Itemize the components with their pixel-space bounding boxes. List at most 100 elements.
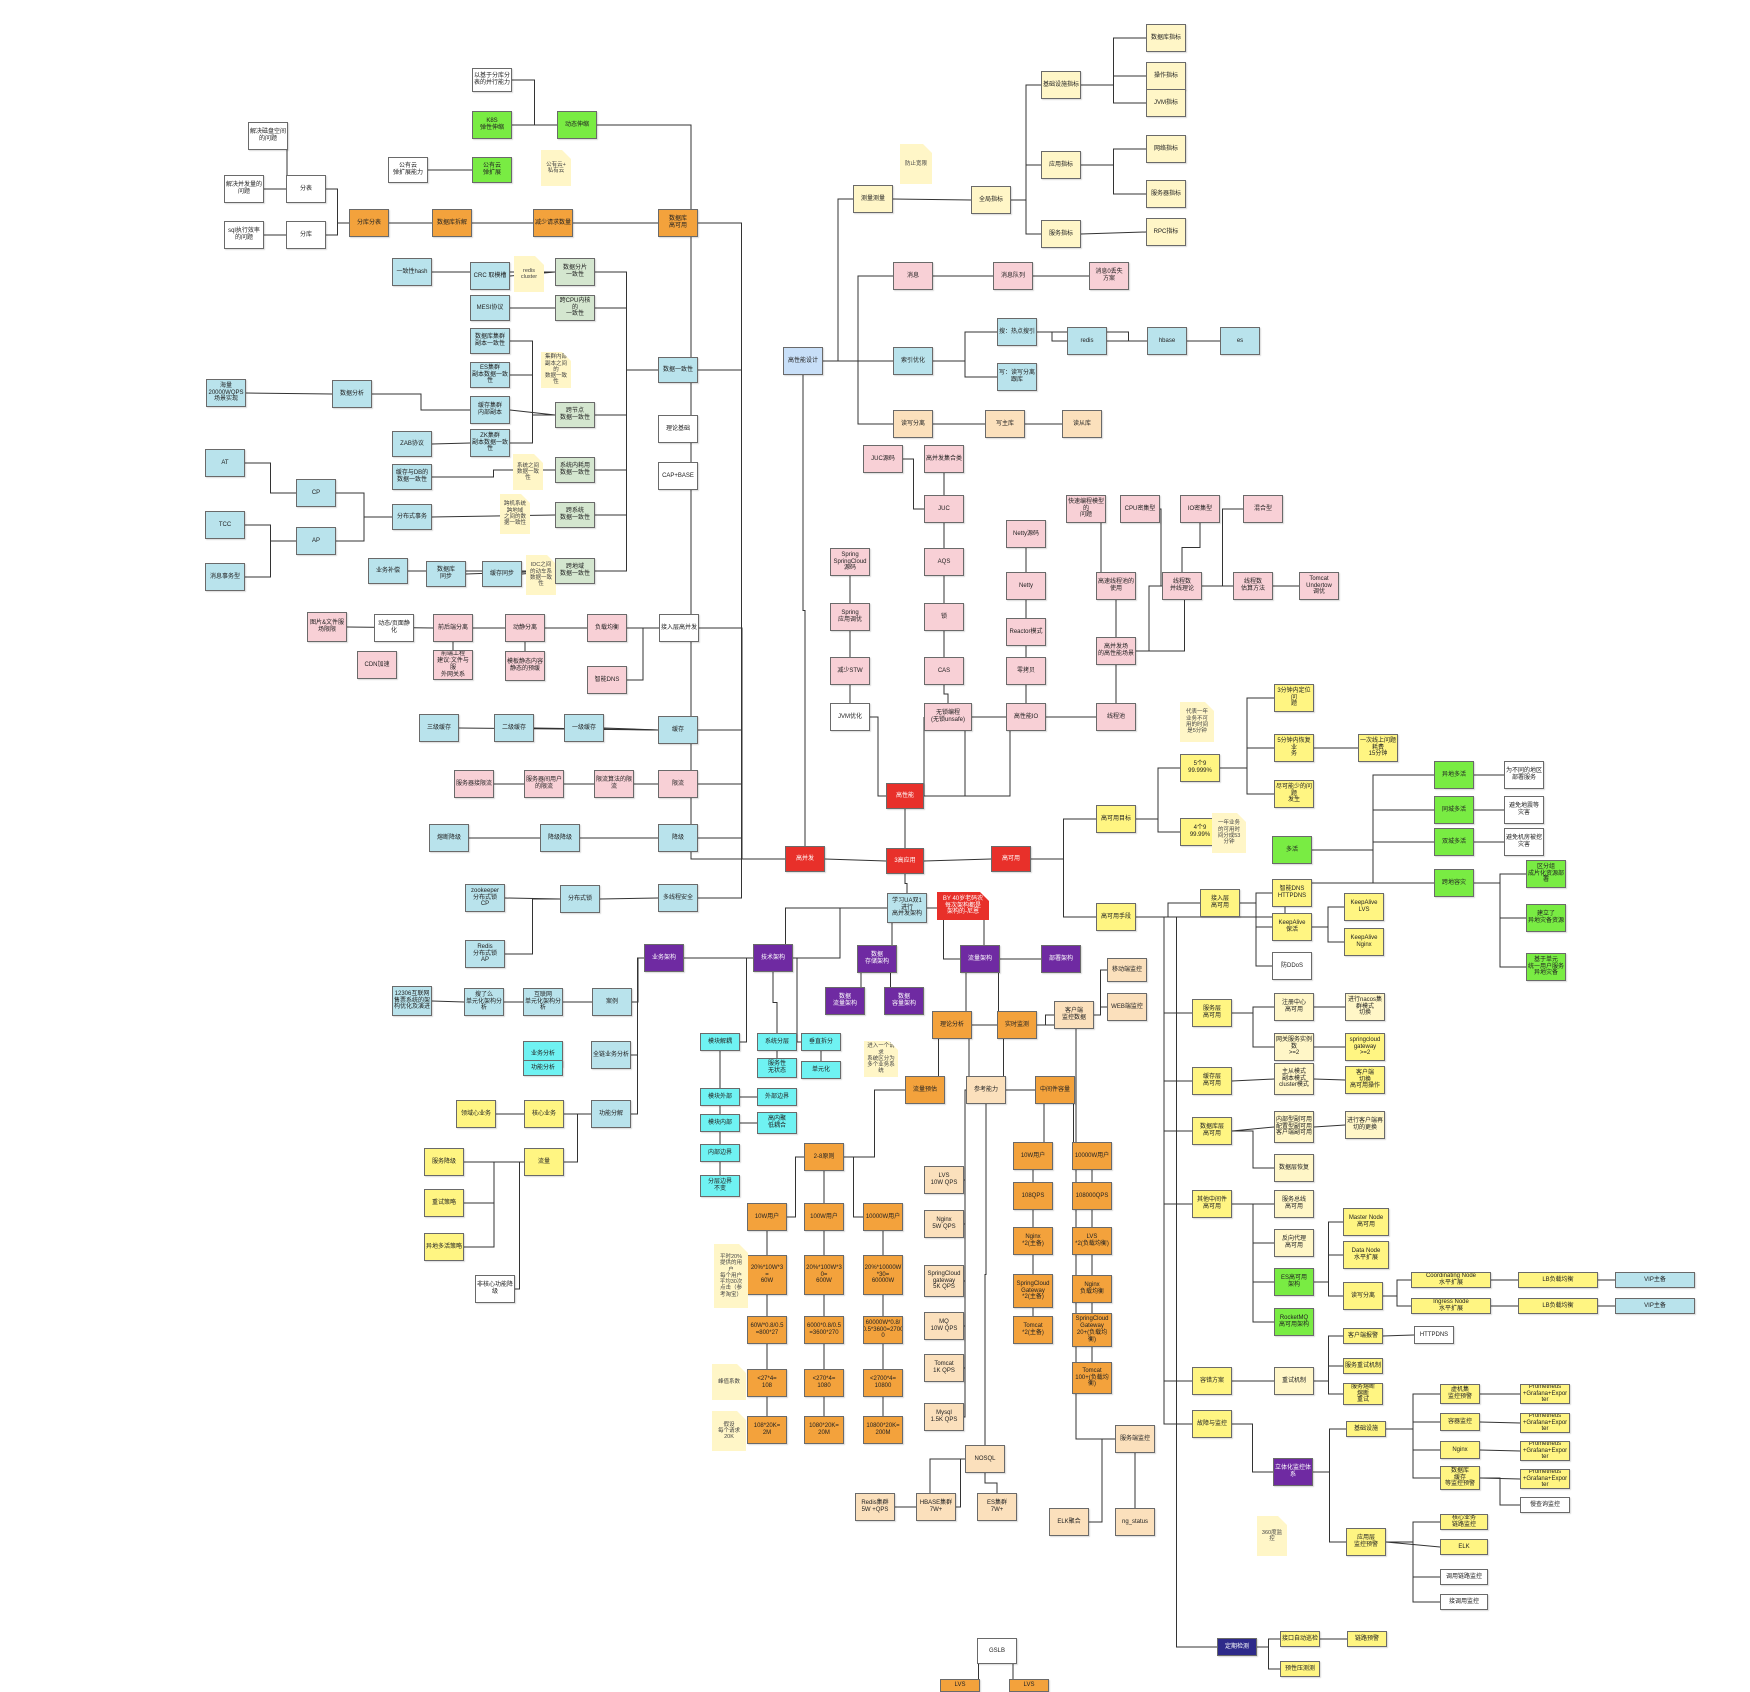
node-n-rpc[interactable]: RPC指标 [1146,218,1186,246]
node-n-data[interactable]: Data Node 水平扩展 [1343,1241,1389,1269]
node-n-redis[interactable]: redis [1067,327,1107,355]
node-n-mod9[interactable]: 高内聚 低耦合 [757,1112,797,1134]
node-n-httpdns[interactable]: 智能DNS HTTPDNS [1272,879,1312,907]
node-n-nosql[interactable]: NOSQL [965,1445,1005,1473]
node-n-svcmon[interactable]: 服务指标 [1041,220,1081,248]
node-n-domain[interactable]: 功能分解 [591,1100,631,1128]
node-n-dyn-static[interactable]: 动态/页面静 化 [374,614,414,642]
node-n-esrep[interactable]: ES集群 副本数据一致 性 [470,362,510,388]
node-n-ali[interactable]: 互联网 单元化架构分 析 [523,988,563,1016]
node-n-netm[interactable]: 网络指标 [1146,135,1186,163]
node-n-chaos[interactable]: 接口自动巡检 [1280,1631,1320,1647]
node-n-dbm[interactable]: 数据库指标 [1146,24,1186,52]
node-n-reactor[interactable]: Reactor模式 [1006,618,1046,646]
node-note-cross[interactable]: 跨机系统 跨地域 之间的数 据一致性 [500,494,530,534]
node-n-reduce2[interactable]: 高并发场 的高性能场景 [1096,637,1136,665]
node-n-l1[interactable]: 一级缓存 [564,714,604,742]
node-n-s1x[interactable]: 60W*0.8/0.5 =800*27 [747,1316,787,1344]
node-n-flow3[interactable]: 客户端 监控数据 [1054,1001,1094,1029]
node-n-cacherep[interactable]: 缓存集群 内部副本 [470,396,510,424]
node-n-aqs[interactable]: AQS [924,548,964,576]
node-n-distx[interactable]: 分布式事务 [392,504,432,530]
node-n-spring[interactable]: Spring SpringCloud 源码 [830,548,870,576]
node-n-pm3[interactable]: Nginx [1440,1441,1480,1459]
node-n-opts3[interactable]: 异地多活策略 [424,1233,464,1261]
node-n-cmode[interactable]: 主从模式 副本模式 cluster模式 [1274,1063,1314,1095]
node-n-entry[interactable]: 接入层 高可用 [1200,889,1240,917]
node-n-elk2[interactable]: ELK [1440,1539,1488,1555]
node-note-r4[interactable]: 一年业务 的可用时 间分成53 分钟 [1212,813,1246,853]
node-n-limit[interactable]: 限流 [658,770,698,798]
node-n-flowarch[interactable]: 流量架构 [960,945,1000,973]
node-n-jvm2[interactable]: JVM优化 [830,703,870,731]
node-n-jingtai[interactable]: 前后端分离 [433,614,473,642]
node-n-k8b[interactable]: 避免地震等 灾害 [1504,796,1544,824]
node-n-rq[interactable]: Redis集群 5W +QPS [855,1493,895,1521]
node-n-dbr[interactable]: 数据层恢复 [1274,1154,1314,1182]
node-n-flow[interactable]: 流量 [524,1148,564,1176]
node-n-algo[interactable]: 限流算法的限流 [594,770,634,798]
node-n-q1[interactable]: 20%*10W*3 = 60W [747,1255,787,1295]
node-n-basemon[interactable]: 基础设施指标 [1041,71,1081,99]
node-note-clus[interactable]: 集群内部 副本之间的 数据一致性 [541,352,571,388]
node-n-retry[interactable]: 重试机制 [1274,1367,1314,1395]
node-n-p3[interactable]: Prometheus +Grafana+Expor ter [1520,1441,1570,1461]
node-n-ld2[interactable]: 建立了 异地灾备资源 [1526,904,1566,932]
node-n-wh[interactable]: 同城多活 [1434,796,1474,824]
node-n-tcc[interactable]: TCC [205,511,245,539]
node-n-dos[interactable]: 防DDoS [1272,952,1312,980]
node-n-est[interactable]: 流量预估 [905,1076,945,1104]
node-n-zab[interactable]: ZAB协议 [392,431,432,457]
node-n-lvsq[interactable]: LVS 10W QPS [924,1166,964,1194]
node-n-elk[interactable]: ELK聚合 [1049,1508,1089,1536]
node-n-nio[interactable]: 高性能IO [1006,703,1046,731]
node-n-tpmodel[interactable]: 线程数 并线理论 [1162,572,1202,600]
node-n-dbfo2[interactable]: 进行客户端再 切的更换 [1345,1111,1385,1139]
node-n-mesi[interactable]: MESI协议 [470,295,510,321]
node-n-coremod[interactable]: 领域心业务 [456,1100,496,1128]
node-n-es[interactable]: es [1220,327,1260,355]
node-n-happen[interactable]: 尽可能少的问 题 发生 [1274,780,1314,808]
node-n-rec2[interactable]: 服务重试机制 [1343,1358,1383,1374]
node-n-ld3[interactable]: 基于单元 统一用户服务 异地灾备 [1526,953,1566,981]
node-n-f3[interactable]: <2700*4= 10800 [863,1369,903,1397]
node-n-s2x[interactable]: 6000*0.8/0.5 =3600*270 [804,1316,844,1344]
node-n-zkcp[interactable]: zookeeper 分布式锁 CP [465,884,505,912]
node-n-flow5[interactable]: WEB端监控 [1107,993,1147,1021]
node-n-hbase[interactable]: hbase [1147,327,1187,355]
node-n-mod4[interactable]: 服务性 无状态 [757,1058,797,1078]
node-n-fwc[interactable]: 数据分片 一致性 [555,258,595,286]
node-n-mod2[interactable]: 系统分层 [757,1033,797,1051]
node-n-reduce[interactable]: 减少请求数量 [533,209,573,237]
node-n-scg[interactable]: SpringCloud gateway 5K QPS [924,1265,964,1297]
node-n-tomcat[interactable]: Tomcat Undertow 调优 [1299,572,1339,600]
node-n-pm4[interactable]: 数据库 缓存 等监控预警 [1440,1466,1480,1490]
node-n-rmq[interactable]: RocketMQ 高可用架构 [1274,1308,1314,1336]
node-n-es1[interactable]: 搜：热点搜引 [997,318,1037,346]
node-high-perf[interactable]: 高性能 [886,783,924,809]
node-n-svcmw[interactable]: 服务总线 高可用 [1274,1190,1314,1218]
node-n-rec[interactable]: 客户端报警 [1343,1328,1383,1344]
node-n-db-ha[interactable]: 数据库层 高可用 [1192,1117,1232,1145]
node-n-cdn[interactable]: CDN加速 [357,651,397,679]
node-n-m2[interactable]: 10000W用户 [1072,1142,1112,1170]
node-n-mysql[interactable]: 写：读写分离 跟库 [997,363,1037,391]
node-n-juc[interactable]: JUC源码 [863,445,903,473]
node-n-cache[interactable]: 缓存 [658,716,698,744]
node-arch-design[interactable]: 高性能设计 [783,347,823,375]
node-n-crossnode[interactable]: 跨节点 数据一致性 [555,402,595,428]
node-n-flow4[interactable]: 移动端监控 [1107,958,1147,982]
node-n-funcsplit[interactable]: 功能分析 [523,1060,563,1076]
node-n-bizmap[interactable]: 全链业务分析 [591,1041,631,1069]
node-n-reg[interactable]: 注册中心 高可用 [1274,993,1314,1021]
node-n-k8c[interactable]: 避免机房被挖 灾害 [1504,828,1544,856]
node-note-peak[interactable]: 峰值系数 [712,1364,746,1400]
node-n-ap[interactable]: AP [296,527,336,555]
node-n-dns[interactable]: 智能DNS [587,666,627,694]
node-n-c2[interactable]: 客户端 切换 高可用操作 [1345,1066,1385,1094]
node-n-bizcomp[interactable]: 业务补偿 [368,558,408,584]
node-n-safe[interactable]: 多线程安全 [658,884,698,912]
node-n-mq[interactable]: 消息事务型 [205,563,245,591]
node-banner[interactable]: BY 40岁老码农 每次架构都是 架构的-尼恩 [937,892,989,920]
node-n-mod6[interactable]: 模块外部 [700,1088,740,1106]
